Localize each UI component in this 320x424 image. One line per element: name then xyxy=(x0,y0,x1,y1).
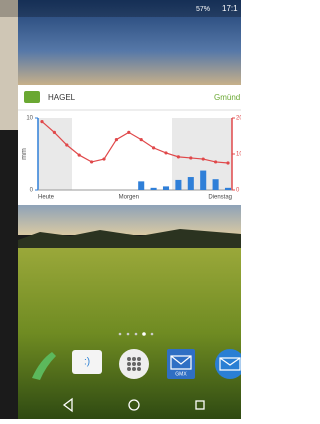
temperature-point xyxy=(164,151,167,154)
rain-bar xyxy=(151,188,157,190)
side-page xyxy=(0,0,18,130)
gmx-label: GMX xyxy=(175,371,187,377)
temperature-point xyxy=(65,143,68,146)
temperature-point xyxy=(115,138,118,141)
temperature-point xyxy=(78,153,81,156)
page-dot xyxy=(127,333,130,336)
battery: 57% xyxy=(196,6,210,13)
apps-grid xyxy=(127,357,141,371)
rain-bar xyxy=(225,188,231,190)
x-tick-label: Dienstag xyxy=(208,195,232,201)
widget-title: HAGEL xyxy=(48,93,76,102)
page-dot xyxy=(151,333,154,336)
temperature-point xyxy=(53,131,56,134)
wallpaper-sky-low xyxy=(18,205,241,235)
rain-bar xyxy=(175,180,181,190)
rain-bar xyxy=(213,179,219,190)
temperature-point xyxy=(140,138,143,141)
clock: 17:1 xyxy=(222,4,238,13)
page-dot xyxy=(142,332,146,336)
x-tick-label: Heute xyxy=(38,195,55,201)
page-dot xyxy=(119,333,122,336)
night-shade xyxy=(38,118,72,190)
home-screen: 57% 17:1 HAGEL Gmünd mm 01001020HeuteMor… xyxy=(0,0,241,419)
rain-bar xyxy=(188,177,194,190)
rain-bar xyxy=(200,171,206,190)
temperature-point xyxy=(90,160,93,163)
temperature-point xyxy=(189,156,192,159)
wheat-field xyxy=(18,248,241,419)
temperature-point xyxy=(152,146,155,149)
temperature-point xyxy=(177,155,180,158)
y2-tick-label: 20 xyxy=(236,116,241,122)
temperature-point xyxy=(226,161,229,164)
temperature-point xyxy=(127,131,130,134)
temperature-point xyxy=(202,157,205,160)
temperature-point xyxy=(214,160,217,163)
temperature-point xyxy=(102,157,105,160)
temperature-point xyxy=(40,120,43,123)
messaging-glyph: :) xyxy=(84,357,90,368)
page-dot xyxy=(135,333,138,336)
y-axis-label: mm xyxy=(21,148,28,160)
widget-location: Gmünd xyxy=(214,93,240,102)
rain-bar xyxy=(163,186,169,190)
x-tick-label: Morgen xyxy=(119,195,139,201)
y2-tick-label: 10 xyxy=(236,152,241,158)
y-tick-label: 10 xyxy=(26,116,33,122)
rain-bar xyxy=(138,181,144,190)
app-icon xyxy=(24,91,40,103)
page: 57% 17:1 HAGEL Gmünd mm 01001020HeuteMor… xyxy=(0,0,241,419)
